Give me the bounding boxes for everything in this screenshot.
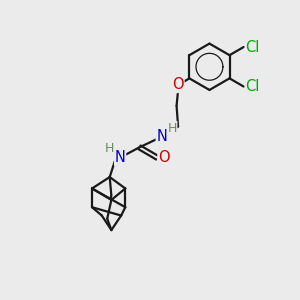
- Text: Cl: Cl: [245, 79, 260, 94]
- Text: O: O: [172, 77, 184, 92]
- Text: H: H: [167, 122, 177, 134]
- Text: O: O: [158, 150, 169, 165]
- Text: N: N: [115, 150, 126, 165]
- Text: H: H: [105, 142, 114, 155]
- Text: Cl: Cl: [245, 40, 260, 55]
- Text: N: N: [156, 129, 167, 144]
